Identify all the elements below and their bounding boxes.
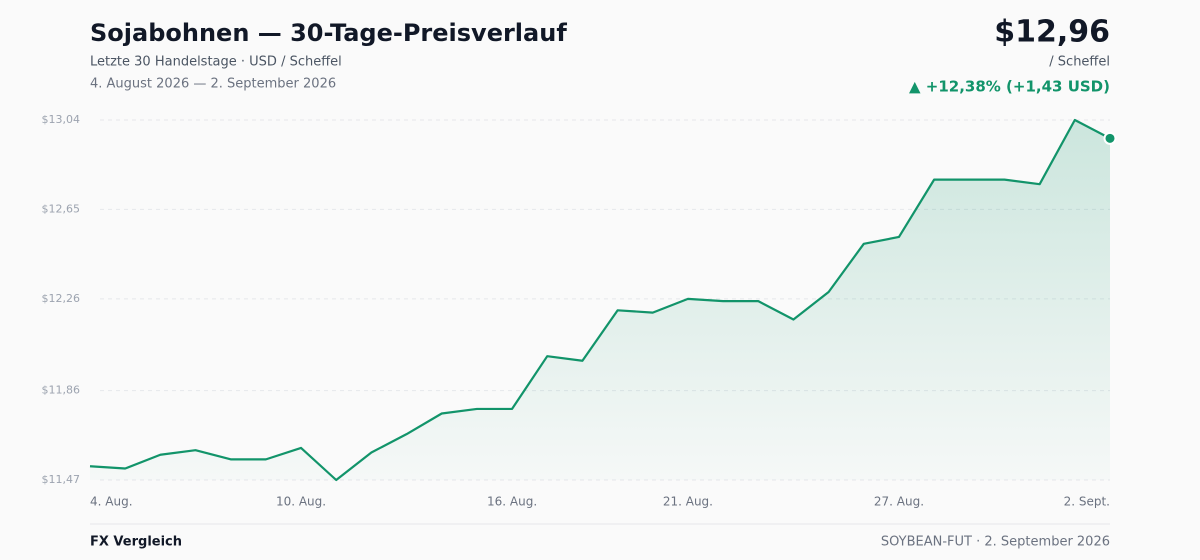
- y-tick-label: $12,65: [42, 202, 81, 215]
- y-tick-label: $11,47: [42, 473, 81, 486]
- date-range: 4. August 2026 — 2. September 2026: [90, 77, 336, 92]
- x-tick-label: 16. Aug.: [487, 495, 537, 509]
- y-tick-label: $12,26: [42, 292, 81, 305]
- footer-right: SOYBEAN-FUT · 2. September 2026: [881, 535, 1110, 550]
- y-tick-label: $13,04: [42, 113, 81, 126]
- x-tick-label: 2. Sept.: [1064, 495, 1110, 509]
- x-tick-label: 27. Aug.: [874, 495, 924, 509]
- x-tick-label: 21. Aug.: [663, 495, 713, 509]
- area: [90, 120, 1110, 480]
- x-tick-label: 10. Aug.: [276, 495, 326, 509]
- price: $12,96: [994, 15, 1110, 50]
- chart-title: Sojabohnen — 30-Tage-Preisverlauf: [90, 19, 567, 47]
- footer-left: FX Vergleich: [90, 535, 182, 550]
- change: ▲ +12,38% (+1,43 USD): [909, 78, 1110, 96]
- y-tick-label: $11,86: [42, 384, 81, 397]
- subtitle: Letzte 30 Handelstage · USD / Scheffel: [90, 55, 342, 70]
- last-point: [1103, 131, 1117, 145]
- unit: / Scheffel: [1049, 55, 1110, 70]
- x-tick-label: 4. Aug.: [90, 495, 133, 509]
- line: [89, 118, 1111, 482]
